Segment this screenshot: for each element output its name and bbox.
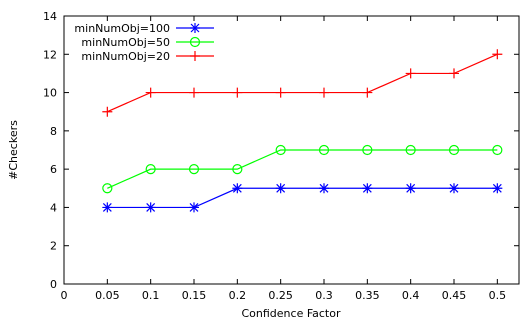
x-tick-label: 0.2 — [229, 289, 247, 302]
data-point — [405, 68, 416, 79]
data-point — [275, 144, 286, 156]
data-point — [319, 87, 329, 98]
data-point — [145, 164, 156, 175]
data-point — [189, 87, 199, 98]
x-tick-label: 0.05 — [95, 289, 120, 302]
x-tick-label: 0.45 — [442, 289, 467, 302]
y-tick-label: 14 — [43, 10, 57, 23]
series-2 — [102, 144, 503, 194]
data-point — [102, 106, 113, 117]
x-tick-label: 0.4 — [402, 289, 420, 302]
data-point — [188, 164, 200, 175]
legend-label: minNumObj=50 — [81, 36, 170, 49]
data-point — [232, 164, 243, 175]
plot-frame — [63, 15, 520, 285]
y-tick-label: 4 — [50, 201, 57, 214]
series-line — [107, 187, 498, 209]
data-point — [275, 183, 286, 194]
series-line — [107, 149, 498, 189]
data-point — [492, 144, 503, 156]
legend-marker — [190, 51, 200, 61]
series-1 — [102, 183, 503, 213]
legend-label: minNumObj=20 — [81, 50, 170, 63]
data-point — [102, 183, 113, 194]
data-point — [449, 68, 459, 79]
series-3 — [102, 49, 503, 117]
data-point — [492, 49, 503, 60]
x-tick-label: 0 — [61, 289, 68, 302]
data-point — [102, 202, 113, 213]
x-tick-label: 0.5 — [489, 289, 507, 302]
data-point — [145, 202, 156, 213]
x-axis-label: Confidence Factor — [241, 307, 340, 320]
y-tick-label: 6 — [50, 163, 57, 176]
y-axis-label: #Checkers — [7, 120, 20, 180]
series-line — [107, 53, 498, 113]
x-tick-label: 0.3 — [315, 289, 333, 302]
series-group — [102, 49, 503, 213]
data-point — [405, 183, 416, 194]
x-tick-label: 0.25 — [268, 289, 293, 302]
data-point — [145, 87, 156, 98]
x-tick-label: 0.35 — [355, 289, 380, 302]
data-point — [405, 144, 416, 156]
data-point — [318, 144, 330, 156]
y-tick-label: 0 — [50, 278, 57, 291]
legend-label: minNumObj=100 — [74, 22, 170, 35]
axes: 0 0.05 0.1 0.15 0.2 0.25 0.3 0.35 0.4 0.45 0.5 0 2 4 6… — [43, 10, 519, 302]
x-tick-label: 0.1 — [142, 289, 160, 302]
data-point — [362, 144, 373, 156]
data-point — [448, 144, 460, 156]
data-point — [362, 87, 373, 98]
data-point — [492, 183, 503, 194]
data-point — [232, 87, 243, 98]
data-point — [449, 183, 459, 194]
data-point — [189, 202, 199, 213]
legend-marker — [189, 36, 201, 48]
x-tick-label: 0.15 — [182, 289, 207, 302]
data-point — [275, 87, 286, 98]
data-point — [319, 183, 329, 194]
data-point — [232, 183, 243, 194]
y-tick-label: 12 — [43, 48, 57, 61]
legend-marker — [190, 23, 200, 33]
y-tick-label: 8 — [50, 125, 57, 138]
data-point — [362, 183, 373, 194]
y-tick-label: 2 — [50, 240, 57, 253]
y-tick-label: 10 — [43, 87, 57, 100]
